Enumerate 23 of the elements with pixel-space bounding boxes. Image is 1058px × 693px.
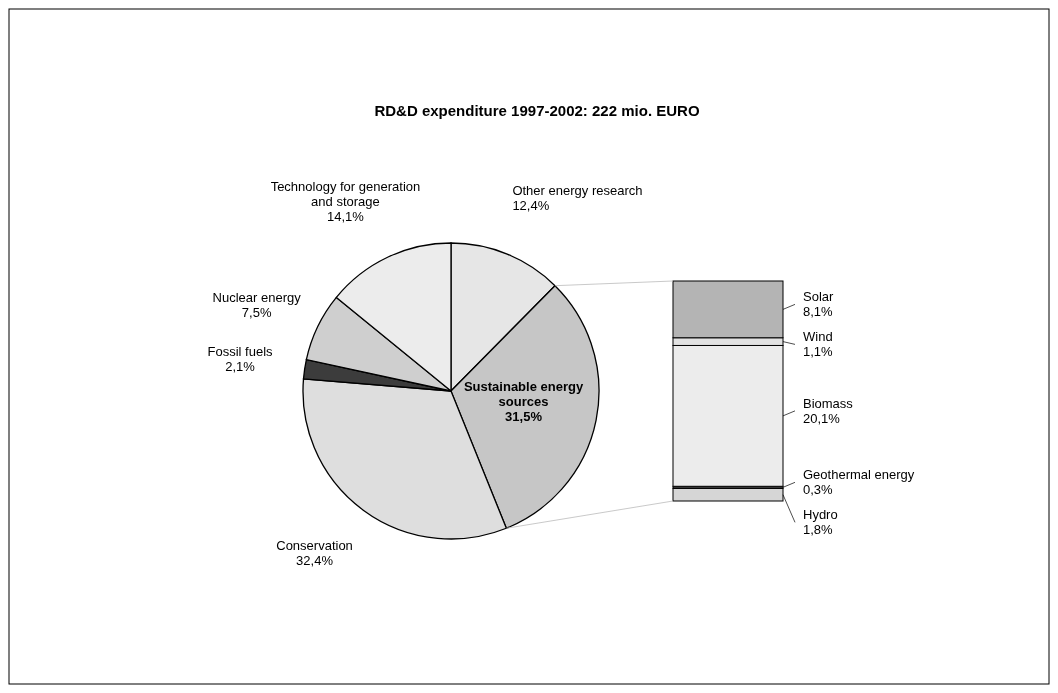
data-label: 20,1%: [803, 410, 841, 426]
data-label: 7,5%: [241, 304, 272, 320]
series-label: Solar: [803, 289, 835, 305]
data-label: 0,3%: [803, 482, 834, 498]
series-label: Biomass: [803, 395, 854, 411]
data-label: 8,1%: [803, 304, 834, 320]
slice-label: Fossil fuels: [207, 343, 274, 359]
data-label: 32,4%: [296, 552, 334, 568]
data-label: 14,1%: [326, 209, 365, 225]
slice-label: Nuclear energy: [212, 289, 302, 305]
data-label: 2,1%: [225, 358, 256, 374]
slice-label: Other energy research: [512, 182, 643, 198]
series-label: Hydro: [803, 507, 838, 523]
series-label: Geothermal energy: [803, 467, 915, 483]
data-label: 1,8%: [803, 522, 834, 538]
data-label: 31,5%: [505, 408, 543, 424]
slice-label: Technology for generation and storage: [270, 179, 421, 210]
data-label: 12,4%: [512, 197, 550, 213]
series-label: Wind: [803, 329, 833, 345]
chart-title: RD&D expenditure 1997-2002: 222 mio. EURO: [374, 102, 700, 119]
slice-label: Conservation: [276, 537, 353, 553]
data-label: 1,1%: [803, 344, 834, 360]
slice-label: Sustainable energy sources: [463, 378, 584, 409]
